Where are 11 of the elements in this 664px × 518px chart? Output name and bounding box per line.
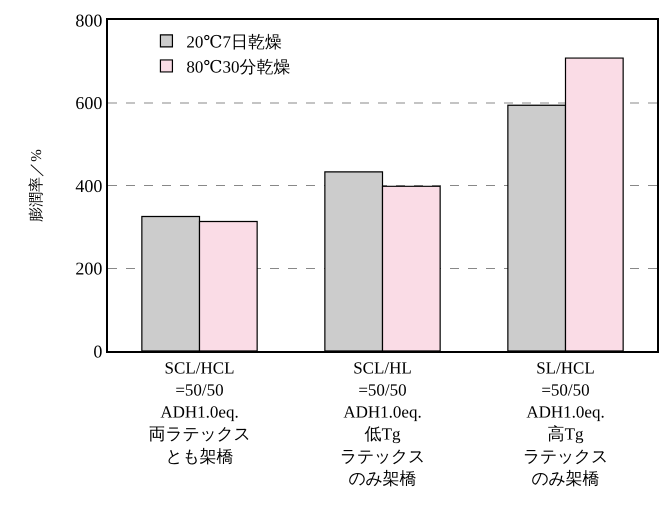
x-tick-label: SL/HCL =50/50 ADH1.0eq. 高Tgラテックスのみ架橋	[523, 358, 608, 488]
legend-label: 20℃7日乾燥	[186, 32, 282, 52]
y-tick-label: 0	[93, 341, 102, 362]
y-axis-title: 膨潤率／%	[28, 149, 46, 222]
y-tick-label: 800	[75, 10, 102, 30]
y-tick-label: 200	[75, 258, 102, 279]
x-tick-label: SCL/HCL =50/50 ADH1.0eq. 両ラテックスとも架橋	[148, 358, 250, 466]
x-tick-label: SCL/HL =50/50 ADH1.0eq. 低Tgラテックスのみ架橋	[340, 358, 425, 488]
y-tick-label: 600	[75, 93, 102, 114]
legend-label: 80℃30分乾燥	[186, 58, 290, 77]
y-tick-label: 400	[75, 176, 102, 196]
